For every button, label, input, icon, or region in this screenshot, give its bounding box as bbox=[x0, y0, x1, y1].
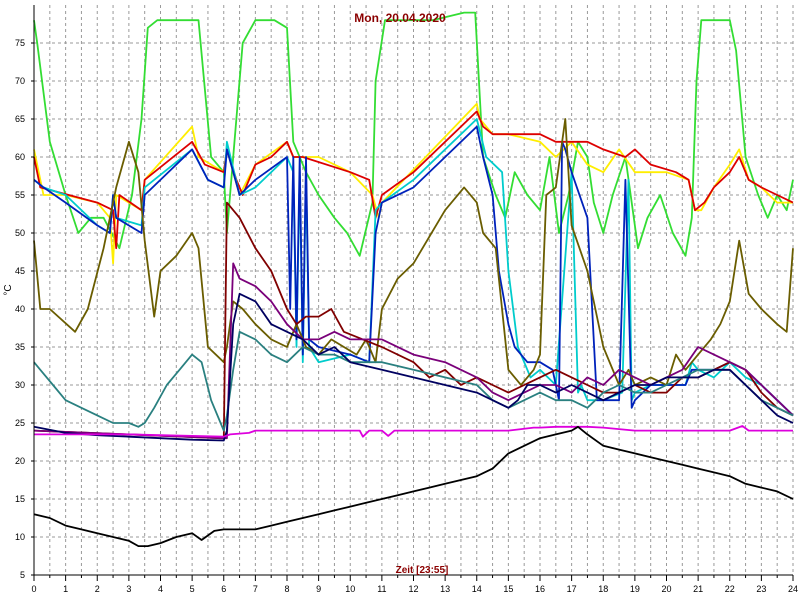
y-axis-label: °C bbox=[3, 284, 14, 295]
x-tick-label: 3 bbox=[126, 584, 131, 594]
series-line-8 bbox=[33, 262, 794, 440]
x-tick-label: 0 bbox=[31, 584, 36, 594]
x-tick-label: 13 bbox=[440, 584, 450, 594]
x-tick-label: 6 bbox=[221, 584, 226, 594]
x-tick-label: 18 bbox=[598, 584, 608, 594]
series-line-11 bbox=[34, 425, 793, 438]
y-tick-label: 35 bbox=[15, 342, 25, 352]
y-tick-label: 40 bbox=[15, 304, 25, 314]
x-tick-label: 12 bbox=[408, 584, 418, 594]
x-tick-label: 1 bbox=[63, 584, 68, 594]
series-line-12 bbox=[33, 425, 794, 547]
x-tick-label: 16 bbox=[535, 584, 545, 594]
x-tick-label: 8 bbox=[284, 584, 289, 594]
x-tick-label: 15 bbox=[503, 584, 513, 594]
x-tick-label: 5 bbox=[190, 584, 195, 594]
x-tick-labels: 0 1 2 3 4 5 6 7 8 9 10 11 12 13 14 15 16 17 18 19 20 21 22 23 24 bbox=[31, 584, 798, 594]
y-tick-label: 15 bbox=[15, 494, 25, 504]
grid bbox=[33, 5, 794, 576]
x-tick-label: 23 bbox=[756, 584, 766, 594]
x-tick-label: 10 bbox=[345, 584, 355, 594]
series-line-1 bbox=[33, 11, 794, 257]
frame bbox=[31, 5, 794, 581]
series-line-9 bbox=[33, 330, 794, 432]
y-tick-label: 70 bbox=[15, 76, 25, 86]
y-tick-label: 25 bbox=[15, 418, 25, 428]
chart-title: Mon, 20.04.2020 bbox=[354, 11, 446, 25]
x-tick-label: 2 bbox=[95, 584, 100, 594]
x-tick-label: 19 bbox=[630, 584, 640, 594]
x-tick-label: 21 bbox=[693, 584, 703, 594]
y-tick-label: 75 bbox=[15, 38, 25, 48]
x-tick-label: 9 bbox=[316, 584, 321, 594]
series-line-6 bbox=[33, 118, 794, 386]
x-tick-label: 22 bbox=[725, 584, 735, 594]
y-tick-label: 60 bbox=[15, 152, 25, 162]
series-group bbox=[33, 11, 794, 547]
y-tick-label: 5 bbox=[20, 570, 25, 580]
x-tick-label: 11 bbox=[377, 584, 386, 594]
x-tick-label: 4 bbox=[158, 584, 163, 594]
y-tick-label: 30 bbox=[15, 380, 25, 390]
series-line-3 bbox=[33, 110, 794, 250]
y-tick-label: 10 bbox=[15, 532, 25, 542]
series-line-10 bbox=[33, 292, 794, 442]
x-tick-label: 14 bbox=[472, 584, 482, 594]
x-tick-label: 17 bbox=[567, 584, 577, 594]
x-tick-label: 20 bbox=[661, 584, 671, 594]
y-tick-label: 65 bbox=[15, 114, 25, 124]
x-tick-label: 24 bbox=[788, 584, 798, 594]
x-axis-label: Zeit [23:55] bbox=[396, 565, 449, 576]
y-tick-label: 45 bbox=[15, 266, 25, 276]
y-tick-label: 20 bbox=[15, 456, 25, 466]
y-tick-label: 55 bbox=[15, 190, 25, 200]
y-tick-label: 50 bbox=[15, 228, 25, 238]
y-tick-labels: 5 10 15 20 25 30 35 40 45 50 55 60 65 70 75 bbox=[15, 38, 25, 580]
x-tick-label: 7 bbox=[253, 584, 258, 594]
